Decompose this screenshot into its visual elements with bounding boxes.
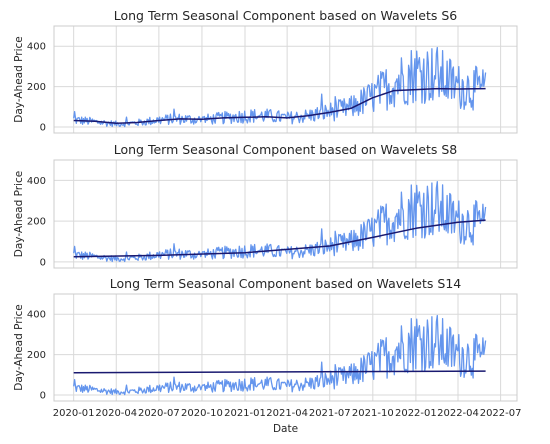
plot-frame — [53, 293, 518, 402]
series-line-price — [73, 46, 487, 128]
y-axis-label: Day-Ahead Price — [13, 304, 25, 390]
y-axis-label: Day-Ahead Price — [13, 171, 25, 257]
x-tick-label: 2022-04 — [437, 408, 479, 419]
x-tick-label: 2021-07 — [309, 408, 351, 419]
y-tick-label: 200 — [27, 82, 46, 93]
series-line-price — [73, 181, 487, 263]
x-axis-label: Date — [273, 423, 298, 435]
chart-title: Long Term Seasonal Component based on Wa… — [114, 142, 458, 157]
y-tick-label: 400 — [27, 310, 46, 321]
y-tick-label: 400 — [27, 176, 46, 187]
y-tick-label: 0 — [40, 390, 46, 401]
x-tick-label: 2020-07 — [138, 408, 180, 419]
y-tick-label: 200 — [27, 217, 46, 228]
series-line-seasonal — [73, 219, 486, 258]
x-tick-label: 2021-04 — [266, 408, 308, 419]
plot-frame — [53, 159, 518, 269]
x-tick-label: 2021-10 — [352, 408, 394, 419]
x-tick-label: 2022-01 — [395, 408, 437, 419]
y-axis-label: Day-Ahead Price — [13, 36, 25, 122]
y-tick-label: 400 — [27, 42, 46, 53]
x-tick-label: 2021-01 — [224, 408, 266, 419]
x-tick-label: 2020-04 — [95, 408, 137, 419]
x-tick-label: 2020-01 — [53, 408, 95, 419]
y-tick-label: 200 — [27, 350, 46, 361]
y-tick-label: 0 — [40, 122, 46, 133]
plot-frame — [53, 25, 518, 134]
chart-title: Long Term Seasonal Component based on Wa… — [110, 276, 462, 291]
chart-title: Long Term Seasonal Component based on Wa… — [114, 8, 458, 23]
x-tick-label: 2020-10 — [181, 408, 223, 419]
series-line-price — [73, 314, 487, 396]
series-line-seasonal — [73, 87, 486, 125]
x-tick-label: 2022-07 — [480, 408, 522, 419]
series-line-seasonal — [73, 370, 486, 374]
y-tick-label: 0 — [40, 257, 46, 268]
